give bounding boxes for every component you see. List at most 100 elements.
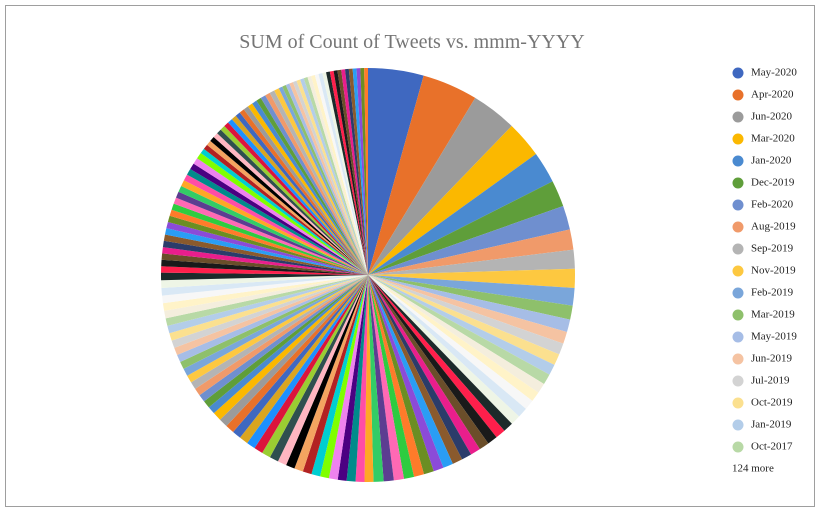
pie-slice bbox=[277, 275, 368, 466]
legend-label: Sep-2019 bbox=[751, 243, 794, 255]
pie-slice bbox=[269, 275, 368, 462]
pie-slice bbox=[256, 97, 368, 276]
pie-slice bbox=[368, 275, 575, 306]
legend-label: Feb-2019 bbox=[751, 287, 794, 299]
pie-slice bbox=[190, 163, 368, 275]
legend-swatch bbox=[732, 67, 744, 79]
pie-slice bbox=[368, 275, 489, 450]
pie-slice bbox=[186, 169, 368, 275]
legend-swatch bbox=[732, 111, 744, 123]
pie-slice bbox=[161, 253, 368, 275]
legend-more: 124 more bbox=[732, 463, 774, 475]
pie-slice bbox=[167, 215, 368, 275]
pie-slice bbox=[368, 275, 453, 468]
legend-label: Oct-2019 bbox=[751, 397, 793, 409]
pie-slice bbox=[169, 275, 368, 341]
legend-label: Feb-2020 bbox=[751, 199, 794, 211]
pie-slice bbox=[260, 95, 368, 276]
pie-slice bbox=[247, 103, 368, 276]
pie-slice bbox=[368, 97, 512, 276]
pie-slice bbox=[203, 144, 368, 275]
pie-slice bbox=[368, 275, 444, 472]
pie-slice bbox=[193, 158, 368, 275]
legend-swatch bbox=[732, 309, 744, 321]
pie-slice bbox=[217, 129, 368, 275]
legend-label: Mar-2020 bbox=[751, 133, 795, 145]
pie-slice bbox=[360, 68, 368, 275]
pie-slice bbox=[320, 275, 368, 479]
legend-label: Jun-2019 bbox=[751, 353, 792, 365]
pie-slice bbox=[175, 191, 368, 275]
pie-slice bbox=[341, 69, 368, 275]
pie-slice bbox=[178, 185, 368, 275]
pie-slice bbox=[326, 71, 368, 275]
pie-slice bbox=[368, 275, 497, 444]
pie-slice bbox=[286, 275, 368, 469]
legend-label: Aug-2019 bbox=[751, 221, 796, 233]
pie-slice bbox=[368, 275, 544, 393]
pie-slice bbox=[191, 275, 368, 389]
pie-slice bbox=[333, 70, 368, 276]
pie-slice bbox=[177, 275, 368, 363]
pie-slice bbox=[348, 68, 368, 275]
pie-slice bbox=[368, 275, 539, 401]
legend-swatch bbox=[732, 133, 744, 145]
pie-slice bbox=[165, 275, 368, 326]
legend-label: Jun-2020 bbox=[751, 111, 792, 123]
pie-slice bbox=[368, 275, 505, 438]
pie-slice bbox=[296, 79, 368, 275]
pie-slice bbox=[224, 122, 368, 275]
pie-slice bbox=[226, 275, 368, 432]
pie-slice bbox=[356, 68, 368, 275]
legend-swatch bbox=[732, 397, 744, 409]
pie-slice bbox=[368, 125, 536, 275]
legend: May-2020 Apr-2020 Jun-2020 Mar-2020 Jan-2020… bbox=[732, 67, 797, 475]
pie-slice bbox=[235, 112, 368, 275]
pie-slice bbox=[231, 115, 368, 275]
legend-swatch bbox=[732, 221, 744, 233]
pie-slice bbox=[171, 203, 368, 275]
pie-slice bbox=[207, 140, 368, 275]
pie-slice bbox=[294, 275, 368, 472]
pie-slice bbox=[346, 275, 368, 482]
pie-slice bbox=[292, 80, 368, 276]
pie-slice bbox=[161, 272, 368, 281]
pie-slice bbox=[368, 181, 564, 275]
pie-slice bbox=[314, 73, 368, 275]
pie-slice bbox=[368, 268, 575, 288]
pie-slice bbox=[329, 70, 368, 275]
pie-slice bbox=[368, 68, 424, 275]
pie-slice bbox=[233, 275, 368, 438]
pie-slice bbox=[368, 275, 384, 482]
pie-slice bbox=[204, 275, 368, 408]
pie-slice bbox=[289, 82, 368, 275]
pie-slice bbox=[254, 275, 368, 453]
pie-slice bbox=[183, 275, 368, 376]
pie-slice bbox=[239, 109, 368, 275]
pie-slice bbox=[171, 275, 368, 348]
legend-label: Mar-2019 bbox=[751, 309, 795, 321]
pie-slice bbox=[368, 275, 480, 455]
pie-slice bbox=[368, 275, 564, 355]
pie-slice bbox=[302, 275, 368, 475]
legend-swatch bbox=[732, 199, 744, 211]
pie-slice bbox=[368, 206, 570, 275]
legend-label: Nov-2019 bbox=[751, 265, 796, 277]
pie-slice bbox=[368, 275, 404, 481]
pie-slice bbox=[219, 275, 368, 426]
pie-slice bbox=[368, 275, 533, 409]
legend-swatch bbox=[732, 331, 744, 343]
pie-slice bbox=[368, 229, 574, 275]
pie-slice bbox=[239, 275, 368, 444]
pie-slice bbox=[161, 275, 368, 288]
pie-slice bbox=[265, 92, 368, 276]
pie-slice bbox=[183, 174, 368, 275]
pie-slice bbox=[252, 100, 368, 275]
pie-slice bbox=[328, 275, 368, 480]
pie-slice bbox=[162, 247, 368, 275]
pie-slice bbox=[368, 275, 394, 482]
pie-slice bbox=[162, 240, 368, 275]
pie-slice bbox=[344, 68, 368, 275]
legend-label: Jul-2019 bbox=[751, 375, 790, 387]
legend-swatch bbox=[732, 89, 744, 101]
